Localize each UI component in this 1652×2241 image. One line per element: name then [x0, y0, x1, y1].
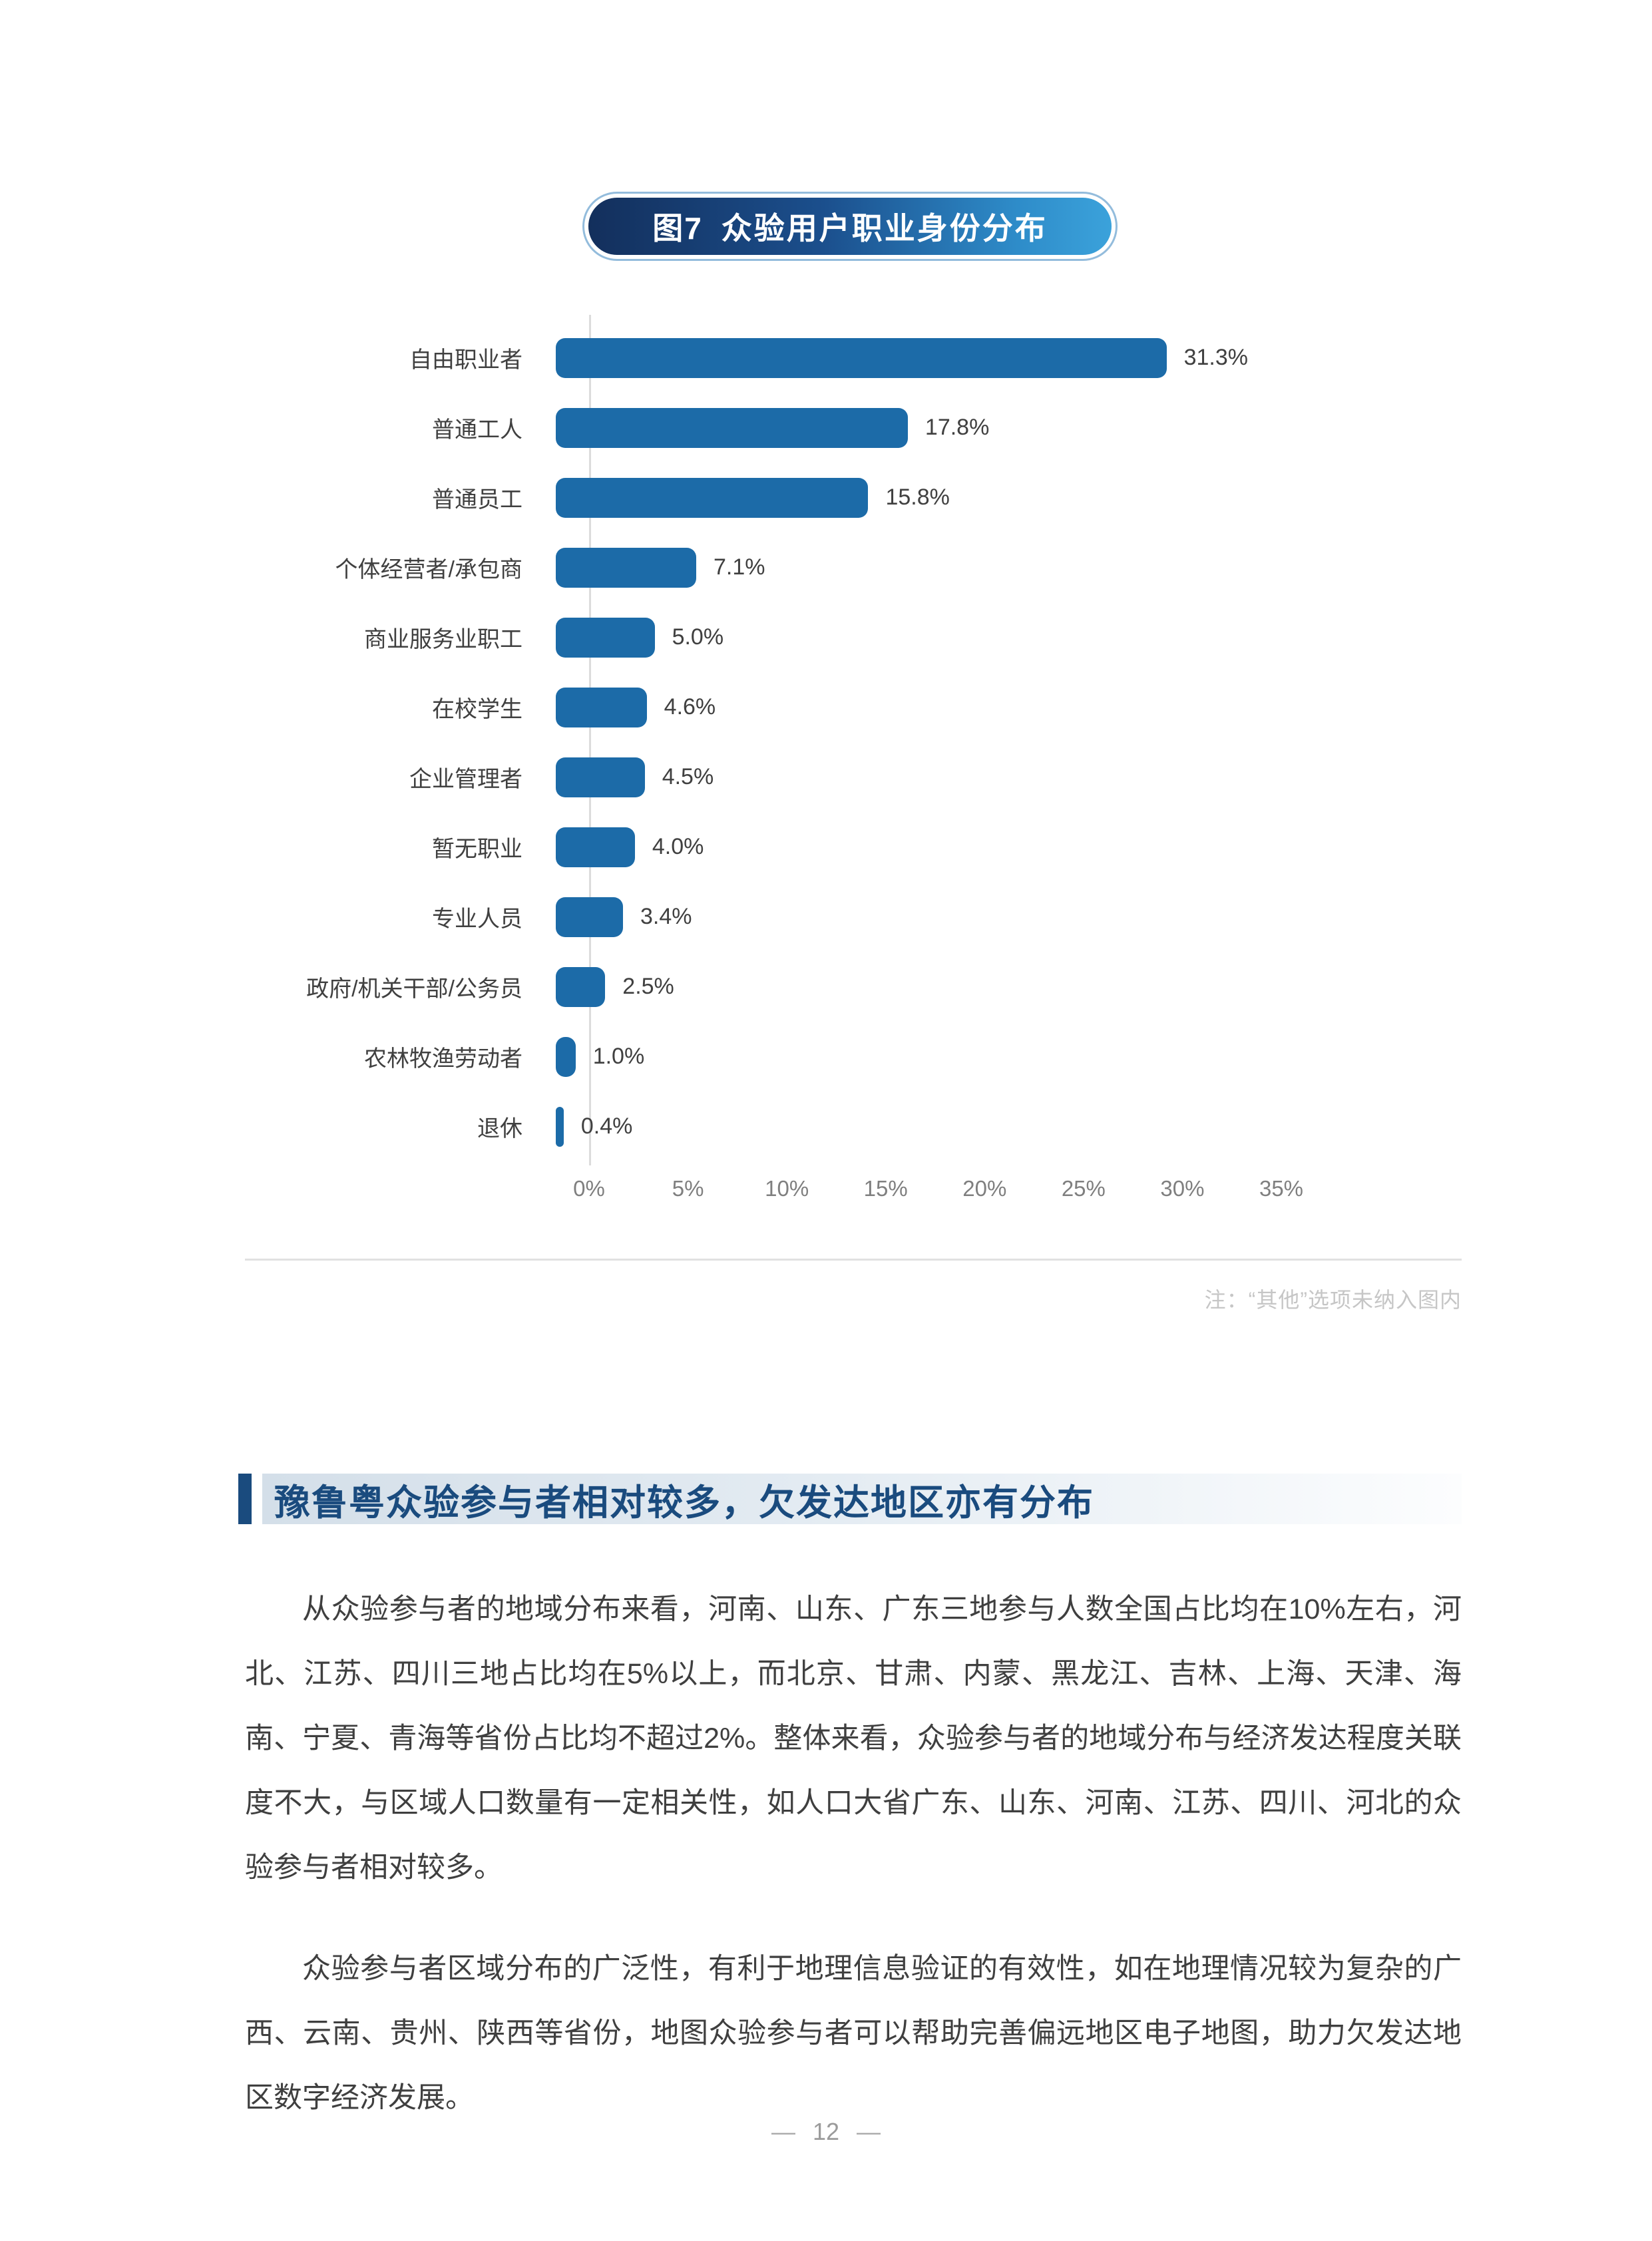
- bar-value-label: 0.4%: [580, 1114, 633, 1139]
- heading-accent-bar: [238, 1474, 252, 1524]
- bar-area: 4.0%: [556, 827, 1248, 867]
- bar: [556, 966, 606, 1007]
- bar-area: 5.0%: [556, 617, 1248, 658]
- x-axis-tick-label: 0%: [573, 1176, 605, 1201]
- footer-dash-left: —: [771, 2118, 795, 2145]
- chart-row: 专业人员 3.4%: [245, 882, 1462, 952]
- bar-area: 1.0%: [556, 1036, 1248, 1077]
- bar-value-label: 7.1%: [713, 554, 765, 580]
- chart-row: 商业服务业职工 5.0%: [245, 602, 1462, 672]
- bar-value-label: 5.0%: [672, 624, 724, 650]
- heading-band: 豫鲁粤众验参与者相对较多，欠发达地区亦有分布: [262, 1474, 1462, 1524]
- bar-category-label: 退休: [477, 1116, 522, 1141]
- figure-title: 众验用户职业身份分布: [721, 211, 1048, 246]
- bar-category-label: 政府/机关干部/公务员: [306, 976, 522, 1002]
- bar-value-label: 1.0%: [592, 1044, 645, 1069]
- chart-row: 退休 0.4%: [245, 1092, 1462, 1161]
- bar: [556, 1106, 564, 1147]
- bar-value-label: 17.8%: [925, 415, 990, 440]
- bar: [556, 897, 624, 937]
- figure-note: 注：“其他”选项未纳入图内: [1204, 1288, 1462, 1312]
- bar-area: 4.5%: [556, 757, 1248, 797]
- bar-area: 17.8%: [556, 407, 1248, 448]
- bar: [556, 827, 635, 867]
- figure-title-badge: 图7 众验用户职业身份分布: [588, 198, 1112, 255]
- bar-value-label: 4.5%: [662, 764, 714, 789]
- paragraph-1: 从众验参与者的地域分布来看，河南、山东、广东三地参与人数全国占比均在10%左右，…: [245, 1593, 1462, 1884]
- chart-row: 政府/机关干部/公务员 2.5%: [245, 952, 1462, 1022]
- figure-divider-line: [245, 1259, 1462, 1261]
- chart-row: 普通员工 15.8%: [245, 463, 1462, 532]
- bar: [556, 477, 869, 518]
- bar-area: 2.5%: [556, 966, 1248, 1007]
- bar-area: 0.4%: [556, 1106, 1248, 1147]
- paragraph-2: 众验参与者区域分布的广泛性，有利于地理信息验证的有效性，如在地理情况较为复杂的广…: [245, 1953, 1462, 2114]
- chart-row: 企业管理者 4.5%: [245, 742, 1462, 812]
- x-axis-tick-label: 20%: [962, 1176, 1007, 1201]
- bar-category-label: 个体经营者/承包商: [335, 557, 522, 582]
- bar-area: 4.6%: [556, 687, 1248, 727]
- chart-row: 普通工人 17.8%: [245, 393, 1462, 463]
- chart-row: 个体经营者/承包商 7.1%: [245, 532, 1462, 602]
- x-axis-ticks: 0% 5% 10% 15% 20% 25% 30% 35%: [573, 1167, 1303, 1209]
- chart-row: 在校学生 4.6%: [245, 672, 1462, 742]
- bar: [556, 1036, 576, 1077]
- x-axis-tick-label: 5%: [672, 1176, 704, 1201]
- bar-category-label: 商业服务业职工: [364, 627, 522, 652]
- footer-dash-right: —: [857, 2118, 881, 2145]
- bar-value-label: 2.5%: [622, 974, 674, 999]
- bar-category-label: 专业人员: [432, 907, 522, 932]
- y-axis-line: [589, 315, 591, 1165]
- bar: [556, 617, 655, 658]
- bar-area: 15.8%: [556, 477, 1248, 518]
- bar-category-label: 暂无职业: [432, 837, 522, 862]
- chart-row: 农林牧渔劳动者 1.0%: [245, 1022, 1462, 1092]
- x-axis-tick-label: 35%: [1259, 1176, 1304, 1201]
- page-footer: — 12 —: [0, 2118, 1652, 2146]
- bar-value-label: 3.4%: [640, 904, 692, 929]
- bar-category-label: 农林牧渔劳动者: [364, 1046, 522, 1072]
- bar: [556, 547, 696, 588]
- section-body: 从众验参与者的地域分布来看，河南、山东、广东三地参与人数全国占比均在10%左右，…: [245, 1577, 1462, 2131]
- bar-category-label: 自由职业者: [409, 347, 522, 373]
- bar: [556, 757, 645, 797]
- bar-area: 31.3%: [556, 337, 1248, 378]
- bar-category-label: 普通工人: [432, 417, 522, 443]
- bar-category-label: 在校学生: [432, 697, 522, 722]
- x-axis-tick-label: 30%: [1160, 1176, 1205, 1201]
- bar-category-label: 普通员工: [432, 487, 522, 512]
- x-axis-tick-label: 25%: [1061, 1176, 1106, 1201]
- bar-value-label: 4.0%: [652, 834, 704, 859]
- bar-value-label: 15.8%: [885, 485, 950, 510]
- x-axis-tick-label: 10%: [765, 1176, 809, 1201]
- section-heading-text: 豫鲁粤众验参与者相对较多，欠发达地区亦有分布: [274, 1482, 1094, 1523]
- chart-rows: 自由职业者 31.3% 普通工人 17.8% 普通员工 15.8% 个体经营者/承包商 7.1…: [245, 315, 1462, 1165]
- section-heading: 豫鲁粤众验参与者相对较多，欠发达地区亦有分布: [238, 1474, 1462, 1524]
- bar-category-label: 企业管理者: [409, 767, 522, 792]
- x-axis-tick-label: 15%: [863, 1176, 908, 1201]
- chart-row: 自由职业者 31.3%: [245, 323, 1462, 393]
- bar-value-label: 4.6%: [664, 694, 716, 719]
- bar: [556, 407, 908, 448]
- chart-row: 暂无职业 4.0%: [245, 812, 1462, 882]
- page-number: 12: [812, 2118, 840, 2145]
- bar-area: 3.4%: [556, 897, 1248, 937]
- bar-area: 7.1%: [556, 547, 1248, 588]
- bar-value-label: 31.3%: [1183, 345, 1248, 370]
- occupation-bar-chart: 自由职业者 31.3% 普通工人 17.8% 普通员工 15.8% 个体经营者/承包商 7.1…: [245, 315, 1462, 1209]
- bar: [556, 687, 647, 727]
- bar: [556, 337, 1167, 378]
- figure-number: 图7: [652, 211, 703, 246]
